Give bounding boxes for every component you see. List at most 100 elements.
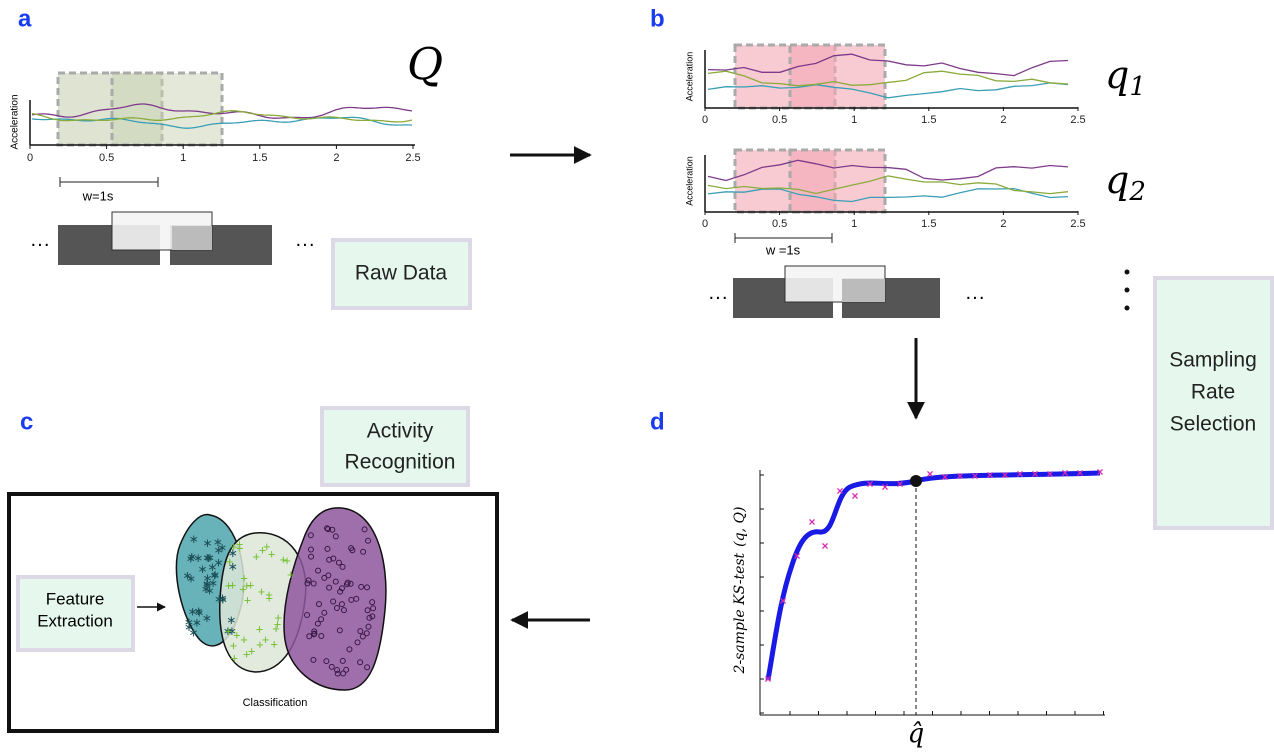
glyph bbox=[323, 658, 330, 665]
x-tick-label: 2.5 bbox=[405, 152, 420, 164]
sample-mark: × bbox=[779, 594, 786, 608]
glyph: ∗ bbox=[187, 550, 197, 564]
glyph: ∗ bbox=[202, 578, 212, 592]
x-tick-label: 0.5 bbox=[772, 114, 787, 126]
panel-label: b bbox=[650, 5, 665, 32]
glyph: + bbox=[233, 628, 241, 643]
glyph: + bbox=[230, 539, 238, 554]
step-box bbox=[331, 238, 472, 310]
glyph: + bbox=[239, 582, 247, 597]
glyph: ∗ bbox=[202, 550, 212, 564]
glyph: + bbox=[247, 578, 255, 593]
signal-line bbox=[31, 110, 413, 123]
glyph: + bbox=[274, 617, 282, 632]
window-bracket bbox=[734, 233, 833, 243]
window-bars-part bbox=[1124, 287, 1130, 293]
feature-label: Feature Extraction bbox=[37, 589, 113, 630]
step-label-line: Sampling bbox=[1169, 349, 1257, 372]
window-label: w=1s bbox=[82, 188, 114, 203]
feature-label-line: Extraction bbox=[37, 611, 113, 630]
glyph: + bbox=[265, 590, 273, 605]
glyph: + bbox=[272, 621, 280, 636]
axes bbox=[29, 100, 415, 146]
glyph bbox=[354, 639, 361, 646]
y-axis-label-part: (q, Q) bbox=[732, 507, 748, 547]
window-label: w =1s bbox=[765, 242, 801, 257]
glyph bbox=[308, 553, 315, 560]
step-label-line: Selection bbox=[1170, 413, 1256, 436]
sample-mark: × bbox=[1061, 466, 1068, 480]
window-bracket bbox=[59, 177, 159, 187]
sample-mark: × bbox=[1031, 467, 1038, 481]
glyph: ∗ bbox=[193, 604, 203, 618]
x-tick-label: 2 bbox=[1000, 218, 1006, 230]
glyph bbox=[364, 664, 371, 671]
glyph: ∗ bbox=[208, 576, 218, 590]
sample-mark: × bbox=[971, 469, 978, 483]
glyph bbox=[363, 630, 370, 637]
glyph bbox=[304, 612, 311, 619]
signal bbox=[31, 103, 413, 129]
glyph: + bbox=[265, 587, 273, 602]
glyph: ∗ bbox=[188, 626, 198, 640]
step-label-line: Activity bbox=[367, 420, 434, 443]
title-subscript: 1 bbox=[1129, 72, 1146, 102]
clusters-part bbox=[283, 507, 387, 691]
glyph: ∗ bbox=[213, 535, 223, 549]
glyph: + bbox=[240, 632, 248, 647]
glyph bbox=[361, 526, 368, 533]
y-axis-label: 2-sample KS-test (q, Q) bbox=[732, 507, 748, 675]
glyph bbox=[369, 599, 376, 606]
glyph: ∗ bbox=[227, 624, 237, 638]
glyph bbox=[325, 526, 332, 533]
glyph: ∗ bbox=[214, 592, 224, 606]
glyph bbox=[315, 567, 322, 574]
glyph bbox=[347, 580, 354, 587]
window-boxes bbox=[56, 71, 224, 147]
ticks bbox=[760, 474, 1104, 715]
sample-mark: × bbox=[821, 539, 828, 553]
glyph bbox=[357, 659, 364, 666]
signal-line bbox=[31, 103, 413, 119]
glyph bbox=[359, 633, 366, 640]
sample-mark: × bbox=[836, 484, 843, 498]
glyph bbox=[339, 657, 346, 664]
step-box bbox=[320, 406, 470, 487]
title-base: q bbox=[1105, 53, 1129, 97]
glyph: + bbox=[252, 549, 260, 564]
glyph: + bbox=[262, 632, 270, 647]
glyph bbox=[344, 579, 351, 586]
glyph: + bbox=[240, 570, 248, 585]
glyph: + bbox=[256, 621, 264, 636]
sample-mark: × bbox=[1096, 465, 1103, 479]
glyph bbox=[333, 605, 340, 612]
glyph bbox=[334, 670, 341, 677]
glyph bbox=[326, 556, 333, 563]
glyph bbox=[364, 584, 371, 591]
window-box bbox=[788, 43, 887, 110]
glyph bbox=[307, 532, 314, 539]
series-title: q2 bbox=[1105, 158, 1146, 208]
sample-mark: × bbox=[1016, 467, 1023, 481]
glyph bbox=[346, 646, 353, 653]
glyph: ∗ bbox=[194, 605, 204, 619]
glyph: + bbox=[244, 593, 252, 608]
glyph: ∗ bbox=[184, 620, 194, 634]
glyph: ∗ bbox=[192, 616, 202, 630]
sample-mark: × bbox=[881, 480, 888, 494]
glyph bbox=[369, 613, 376, 620]
glyph bbox=[325, 572, 332, 579]
sample-mark: × bbox=[764, 672, 771, 686]
series-title: Q bbox=[407, 40, 443, 91]
glyph: ∗ bbox=[193, 551, 203, 565]
glyph: ∗ bbox=[203, 571, 213, 585]
x-ticks: 0 0.5 1 1.5 2 2.5 bbox=[27, 145, 421, 164]
glyph: ∗ bbox=[210, 567, 220, 581]
sample-mark: × bbox=[866, 477, 873, 491]
glyph bbox=[360, 548, 367, 555]
x-tick-label: 1 bbox=[851, 114, 857, 126]
axes bbox=[759, 470, 1105, 716]
glyph: + bbox=[230, 638, 238, 653]
glyph bbox=[332, 578, 339, 585]
